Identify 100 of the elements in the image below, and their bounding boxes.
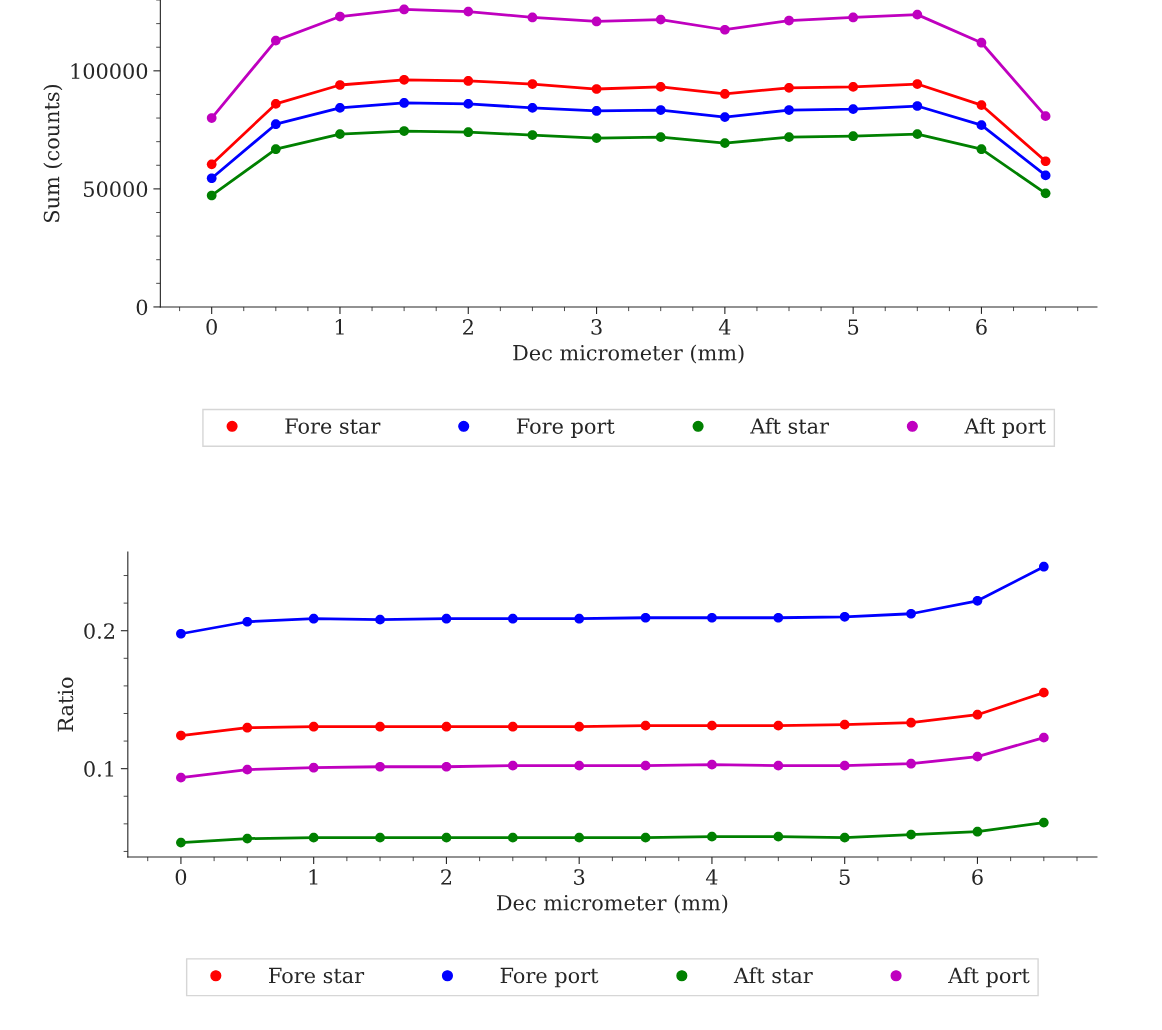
point: [308, 832, 319, 843]
y-tick-label: 100000: [71, 63, 148, 80]
point: [591, 84, 602, 94]
point: [773, 831, 784, 842]
y-axis-title: Sum (counts): [43, 84, 63, 222]
legend-label: Fore port: [516, 418, 615, 438]
point: [773, 720, 784, 731]
point: [640, 612, 651, 623]
point: [1038, 687, 1049, 698]
point: [507, 832, 518, 843]
point: [839, 611, 850, 622]
point: [784, 82, 794, 93]
point: [463, 6, 474, 17]
point: [655, 14, 666, 25]
point: [655, 105, 666, 115]
legend-label: Aft port: [964, 417, 1046, 438]
legend-label: Fore star: [269, 967, 365, 984]
point: [574, 721, 585, 732]
point: [972, 751, 983, 762]
y-axis-title: Ratio: [57, 677, 74, 732]
x-tick-label: 6: [976, 319, 987, 335]
y-tick-label: 0.2: [84, 623, 114, 639]
point: [242, 764, 253, 775]
point: [906, 758, 916, 769]
point: [906, 717, 916, 728]
point: [773, 612, 784, 623]
point: [1038, 817, 1049, 828]
point: [912, 129, 923, 139]
x-tick-label: 4: [718, 319, 731, 335]
point: [574, 832, 585, 843]
point: [176, 730, 186, 741]
point: [574, 760, 585, 771]
point: [206, 173, 217, 184]
legend-label: Aft star: [733, 967, 813, 984]
point: [839, 719, 850, 730]
point: [640, 720, 651, 731]
y-tick-label: 0: [136, 299, 148, 316]
x-axis-title: Dec micrometer (mm): [513, 344, 744, 364]
point: [912, 9, 923, 20]
point: [441, 761, 452, 772]
point: [527, 130, 538, 140]
point: [335, 103, 345, 113]
point: [399, 98, 409, 108]
point: [270, 144, 281, 155]
point: [839, 760, 850, 771]
point: [591, 16, 602, 27]
point: [574, 613, 585, 624]
point: [972, 595, 983, 606]
point: [463, 99, 474, 109]
point: [335, 11, 345, 22]
point: [906, 829, 916, 840]
point: [308, 762, 319, 773]
point: [707, 831, 717, 842]
point: [375, 721, 385, 732]
point: [784, 15, 794, 26]
point: [308, 613, 319, 624]
point: [707, 612, 717, 623]
point: [912, 79, 923, 89]
point: [507, 721, 518, 732]
point: [720, 24, 730, 35]
point: [976, 37, 987, 48]
legend-label: Fore port: [500, 967, 599, 988]
point: [206, 159, 217, 170]
point: [1040, 188, 1051, 199]
legend-label: Aft port: [948, 967, 1030, 988]
point: [591, 106, 602, 116]
point: [912, 101, 923, 111]
point: [848, 12, 859, 23]
point: [335, 80, 345, 90]
point: [848, 104, 859, 114]
x-tick-label: 3: [574, 869, 585, 885]
point: [1040, 111, 1051, 122]
point: [906, 608, 916, 619]
point: [242, 833, 253, 844]
point: [441, 613, 452, 624]
point: [839, 832, 850, 843]
point: [375, 614, 385, 625]
x-tick-label: 5: [839, 869, 850, 885]
point: [441, 721, 452, 732]
point: [1038, 732, 1049, 743]
point: [720, 138, 730, 148]
point: [1038, 561, 1049, 572]
point: [848, 82, 859, 92]
point: [242, 722, 253, 733]
x-tick-label: 1: [309, 869, 318, 885]
point: [720, 89, 730, 99]
point: [176, 628, 186, 639]
point: [527, 103, 538, 113]
point: [507, 760, 518, 771]
y-tick-label: 50000: [84, 181, 148, 198]
point: [1040, 170, 1051, 181]
point: [335, 129, 345, 139]
x-tick-label: 0: [206, 319, 217, 335]
point: [972, 826, 983, 837]
x-tick-label: 4: [705, 869, 718, 885]
point: [784, 105, 794, 115]
point: [640, 832, 651, 843]
point: [270, 119, 281, 130]
point: [463, 76, 474, 86]
point: [655, 82, 666, 92]
